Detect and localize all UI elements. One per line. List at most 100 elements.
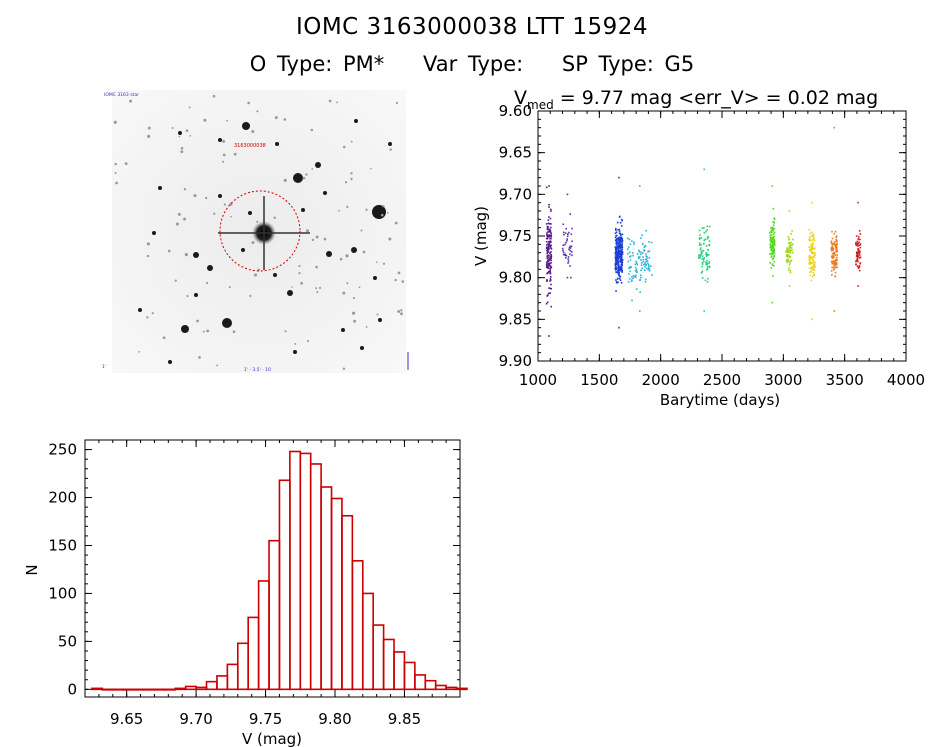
data-point xyxy=(614,263,617,266)
data-point xyxy=(616,267,618,270)
data-point xyxy=(833,251,835,254)
data-point xyxy=(620,263,623,266)
histogram-bar xyxy=(278,479,291,691)
data-point xyxy=(615,266,617,269)
data-point xyxy=(773,244,776,246)
data-point xyxy=(640,262,643,264)
data-point xyxy=(547,292,550,295)
field-star-faint xyxy=(251,241,255,245)
data-point xyxy=(646,267,648,270)
histogram-ylabel: N xyxy=(23,564,41,575)
data-point xyxy=(773,217,776,219)
data-point xyxy=(642,258,645,261)
data-point xyxy=(617,273,620,276)
data-point xyxy=(566,238,569,240)
data-point xyxy=(569,247,572,249)
data-point xyxy=(706,237,709,240)
data-point xyxy=(708,266,711,269)
data-point xyxy=(638,256,641,258)
data-point xyxy=(772,264,775,267)
data-point xyxy=(614,236,617,239)
field-star-faint xyxy=(146,242,151,246)
data-point xyxy=(773,261,776,263)
data-point xyxy=(640,269,642,272)
data-point xyxy=(617,242,619,245)
field-star-faint xyxy=(193,194,197,198)
data-point xyxy=(808,259,811,261)
data-point xyxy=(772,224,775,227)
field-star-faint xyxy=(284,330,287,333)
data-point xyxy=(563,233,565,236)
data-point xyxy=(769,253,771,255)
data-point xyxy=(615,227,617,230)
data-point xyxy=(643,246,646,248)
data-point xyxy=(855,260,858,262)
data-point xyxy=(772,275,774,277)
histogram-bar xyxy=(289,450,302,691)
data-point xyxy=(643,249,645,251)
data-point xyxy=(771,185,774,187)
data-point xyxy=(546,279,548,282)
data-point xyxy=(617,249,620,252)
data-point xyxy=(770,266,772,269)
data-point xyxy=(620,245,623,248)
data-point xyxy=(772,228,775,231)
data-point xyxy=(809,260,812,262)
field-star-faint xyxy=(294,342,297,345)
data-point xyxy=(791,249,793,252)
field-star xyxy=(273,273,277,277)
data-point xyxy=(830,247,833,249)
x-tick-label: 9.65 xyxy=(110,710,143,728)
field-star xyxy=(287,290,293,296)
data-point xyxy=(550,244,552,247)
data-point xyxy=(639,310,641,312)
data-point xyxy=(619,258,622,261)
data-point xyxy=(548,206,550,208)
data-point xyxy=(621,240,624,242)
field-star-faint xyxy=(300,281,303,285)
data-point xyxy=(787,258,790,261)
field-star-faint xyxy=(222,139,226,143)
data-point xyxy=(813,266,815,269)
data-point xyxy=(810,279,813,282)
data-point xyxy=(614,265,617,267)
data-point xyxy=(705,251,708,254)
data-point xyxy=(698,242,701,245)
data-point xyxy=(789,248,792,251)
x-tick-label: 4000 xyxy=(887,371,925,389)
data-point xyxy=(813,273,815,276)
data-point xyxy=(832,260,835,263)
data-point xyxy=(570,251,573,253)
field-star xyxy=(218,194,222,198)
data-point xyxy=(706,229,708,231)
histogram-bar xyxy=(361,592,374,691)
data-point xyxy=(617,281,619,284)
data-point xyxy=(810,262,813,264)
data-point xyxy=(859,250,861,253)
x-tick-label: 1000 xyxy=(519,371,557,389)
data-point xyxy=(703,232,706,234)
data-point xyxy=(856,243,858,245)
histogram-bar xyxy=(341,514,354,691)
data-point xyxy=(834,245,837,247)
field-star-faint xyxy=(380,213,384,217)
data-point xyxy=(701,252,703,254)
data-point xyxy=(773,221,775,224)
data-point xyxy=(619,234,622,236)
data-point xyxy=(811,201,813,204)
field-star xyxy=(138,308,142,312)
data-point xyxy=(808,239,811,242)
data-point xyxy=(651,274,653,276)
data-point xyxy=(701,270,704,273)
x-tick-label: 2500 xyxy=(703,371,741,389)
data-point xyxy=(565,241,567,244)
data-point xyxy=(703,242,705,245)
data-point xyxy=(771,246,773,249)
data-point xyxy=(621,245,623,247)
data-point xyxy=(704,261,707,264)
field-star-faint xyxy=(177,212,181,216)
data-point xyxy=(570,276,572,279)
data-point xyxy=(855,242,857,244)
data-point xyxy=(703,168,706,171)
data-point xyxy=(648,241,650,243)
